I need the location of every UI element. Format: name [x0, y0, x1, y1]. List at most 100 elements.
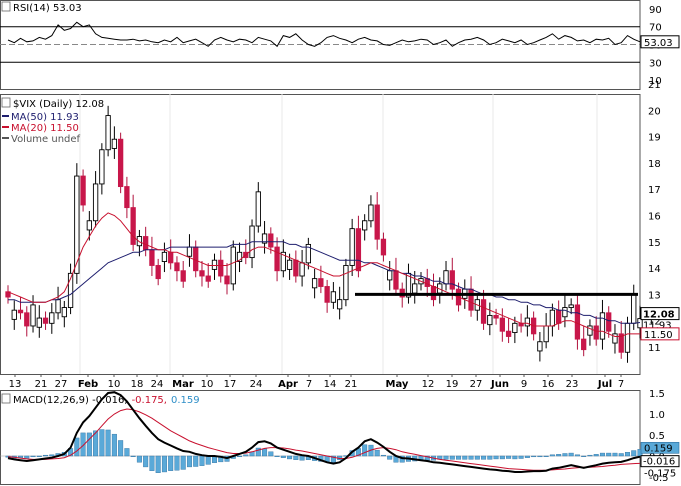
macd-hist-box [640, 442, 680, 454]
x-tick-label: Apr [278, 379, 298, 390]
candle-up [286, 259, 293, 270]
macd-histogram-bar [105, 429, 111, 457]
macd-histogram-bar [512, 455, 518, 460]
candle-up [161, 251, 168, 262]
macd-title-hist: 0.159 [171, 395, 200, 406]
x-tick-label: 24 [250, 379, 263, 390]
x-tick-label: 18 [131, 379, 144, 390]
x-tick-label: 27 [470, 379, 483, 390]
rsi-tick-label: 10 [649, 76, 662, 87]
candle-up [387, 270, 393, 281]
candle-down [174, 262, 180, 272]
x-tick-label: 13 [9, 379, 22, 390]
macd-histogram-bar [24, 455, 30, 459]
rsi-value-label: 53.03 [644, 38, 673, 49]
macd-histogram-bar [80, 432, 86, 457]
x-tick-label: 7 [306, 379, 312, 390]
macd-histogram-bar [549, 454, 555, 457]
rsi-tick-label: 70 [649, 23, 662, 34]
candle-down [618, 333, 624, 353]
macd-histogram-bar [531, 455, 537, 458]
candle-down [324, 286, 330, 303]
macd-histogram-bar [293, 455, 299, 460]
candle-up [49, 312, 55, 324]
macd-histogram-bar [161, 455, 167, 473]
macd-histogram-bar [524, 455, 530, 458]
candle-down [581, 338, 587, 351]
macd-histogram-bar [136, 455, 142, 463]
macd-histogram-bar [280, 455, 286, 458]
rsi-value-box [640, 35, 680, 49]
candle-down [199, 270, 205, 277]
macd-histogram-bar [612, 452, 618, 457]
ma20-value-label: 11.50 [644, 330, 673, 341]
macd-histogram-bar [205, 455, 211, 465]
macd-hist-label: 0.159 [644, 443, 673, 454]
price-tick-label: 16 [648, 212, 661, 223]
macd-histogram-bar [443, 455, 449, 460]
candle-up [74, 175, 80, 274]
macd-histogram-bar [237, 455, 243, 458]
macd-title-macd: -0.016, [92, 395, 127, 406]
candle-down [380, 238, 387, 256]
candle-up [255, 191, 261, 227]
candle-up [362, 220, 368, 231]
price-tick-label: 17 [648, 185, 661, 196]
candle-down [468, 288, 474, 311]
price-tick-label: 21 [648, 80, 661, 91]
macd-histogram-bar [380, 454, 386, 457]
macd-histogram-bar [155, 455, 161, 473]
candle-up [599, 312, 606, 340]
rsi-tick-label: 30 [649, 58, 662, 69]
x-tick-label: Jul [597, 379, 612, 390]
candle-down [593, 325, 599, 340]
x-tick-label: 16 [542, 379, 555, 390]
macd-histogram-bar [618, 453, 624, 457]
candle-up [67, 272, 74, 308]
candle-down [155, 265, 161, 280]
macd-value-label: -0.016 [643, 457, 675, 468]
candle-up [299, 262, 305, 277]
candle-down [193, 246, 199, 272]
macd-histogram-bar [43, 454, 49, 457]
macd-histogram-bar [274, 455, 280, 458]
macd-histogram-bar [199, 455, 205, 466]
macd-histogram-bar [330, 455, 336, 463]
ma20-line [7, 212, 640, 337]
macd-histogram-bar [36, 455, 42, 458]
legend-label: MA(20) 11.50 [11, 123, 79, 134]
price-tick-label: 13 [648, 290, 661, 301]
candle-up [55, 299, 61, 314]
x-tick-label: May [386, 379, 409, 390]
ma50-line [8, 241, 641, 324]
candle-down [493, 314, 499, 319]
macd-histogram-bar [624, 452, 630, 457]
candle-down [556, 309, 562, 324]
macd-histogram-bar [518, 455, 524, 459]
macd-histogram-bar [186, 455, 192, 468]
candle-up [624, 322, 631, 353]
x-tick-label: 21 [35, 379, 48, 390]
candle-up [211, 259, 218, 270]
candle-down [274, 246, 280, 272]
macd-histogram-bar [581, 455, 587, 458]
x-tick-label: 19 [446, 379, 459, 390]
candle-up [443, 270, 449, 285]
candle-down [293, 259, 299, 277]
macd-tick-label: -0.5 [649, 473, 669, 484]
rsi-line [7, 21, 641, 48]
candle-up [230, 246, 236, 285]
macd-histogram-bar [556, 454, 562, 457]
candle-up [487, 314, 493, 326]
candle-down [42, 317, 49, 324]
macd-histogram-bar [268, 451, 274, 457]
candle-down [24, 312, 30, 327]
macd-histogram-bar [499, 455, 505, 460]
macd-histogram-bar [111, 433, 117, 457]
candle-down [374, 204, 380, 240]
macd-histogram-bar [449, 455, 455, 460]
legend-label: MA(50) 11.93 [11, 112, 79, 123]
candle-up [587, 325, 593, 336]
macd-histogram-bar [468, 455, 474, 460]
